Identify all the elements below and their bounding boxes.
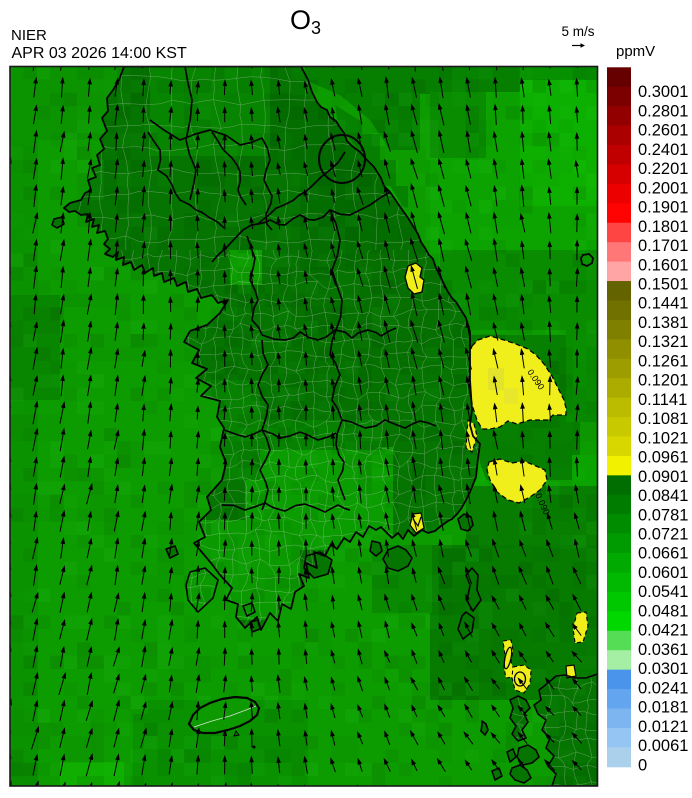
svg-text:0.0601: 0.0601	[638, 564, 688, 582]
svg-text:0.1701: 0.1701	[638, 237, 688, 255]
svg-text:NIER: NIER	[11, 27, 47, 44]
svg-text:0.0241: 0.0241	[638, 679, 688, 697]
svg-text:0.1141: 0.1141	[638, 391, 687, 409]
svg-text:5 m/s: 5 m/s	[561, 24, 594, 39]
svg-text:0.1261: 0.1261	[638, 352, 688, 370]
svg-text:0.0841: 0.0841	[638, 487, 688, 505]
svg-text:0.1381: 0.1381	[638, 314, 688, 332]
svg-text:0.0901: 0.0901	[638, 468, 688, 486]
svg-text:0.1441: 0.1441	[638, 295, 688, 313]
svg-text:0: 0	[638, 756, 647, 774]
svg-text:0.2601: 0.2601	[638, 122, 688, 140]
svg-text:0.0361: 0.0361	[638, 641, 688, 659]
svg-text:0.1081: 0.1081	[638, 410, 688, 428]
svg-text:0.0541: 0.0541	[638, 583, 688, 601]
svg-text:0.1501: 0.1501	[638, 275, 688, 293]
svg-text:0.0061: 0.0061	[638, 737, 688, 755]
svg-text:0.0481: 0.0481	[638, 602, 688, 620]
svg-text:APR 03 2026 14:00 KST: APR 03 2026 14:00 KST	[12, 45, 187, 62]
svg-text:0.3001: 0.3001	[638, 83, 688, 101]
svg-text:0.1021: 0.1021	[638, 429, 688, 447]
svg-text:0.0961: 0.0961	[638, 449, 688, 467]
svg-text:0.0301: 0.0301	[638, 660, 688, 678]
svg-text:ppmV: ppmV	[616, 43, 655, 60]
svg-text:0.1901: 0.1901	[638, 199, 688, 217]
svg-text:0.1321: 0.1321	[638, 333, 688, 351]
svg-text:0.0181: 0.0181	[638, 699, 688, 717]
svg-text:0.0661: 0.0661	[638, 545, 688, 563]
svg-text:0.2801: 0.2801	[638, 102, 688, 120]
svg-text:0.0421: 0.0421	[638, 622, 688, 640]
svg-text:0.0721: 0.0721	[638, 525, 688, 543]
svg-text:0.0121: 0.0121	[638, 718, 688, 736]
svg-text:0.1201: 0.1201	[638, 372, 688, 390]
svg-text:0.2001: 0.2001	[638, 179, 688, 197]
svg-text:0.1601: 0.1601	[638, 256, 688, 274]
svg-text:0.1801: 0.1801	[638, 218, 688, 236]
svg-text:0.2401: 0.2401	[638, 141, 688, 159]
svg-text:0.2201: 0.2201	[638, 160, 688, 178]
svg-text:0.0781: 0.0781	[638, 506, 688, 524]
